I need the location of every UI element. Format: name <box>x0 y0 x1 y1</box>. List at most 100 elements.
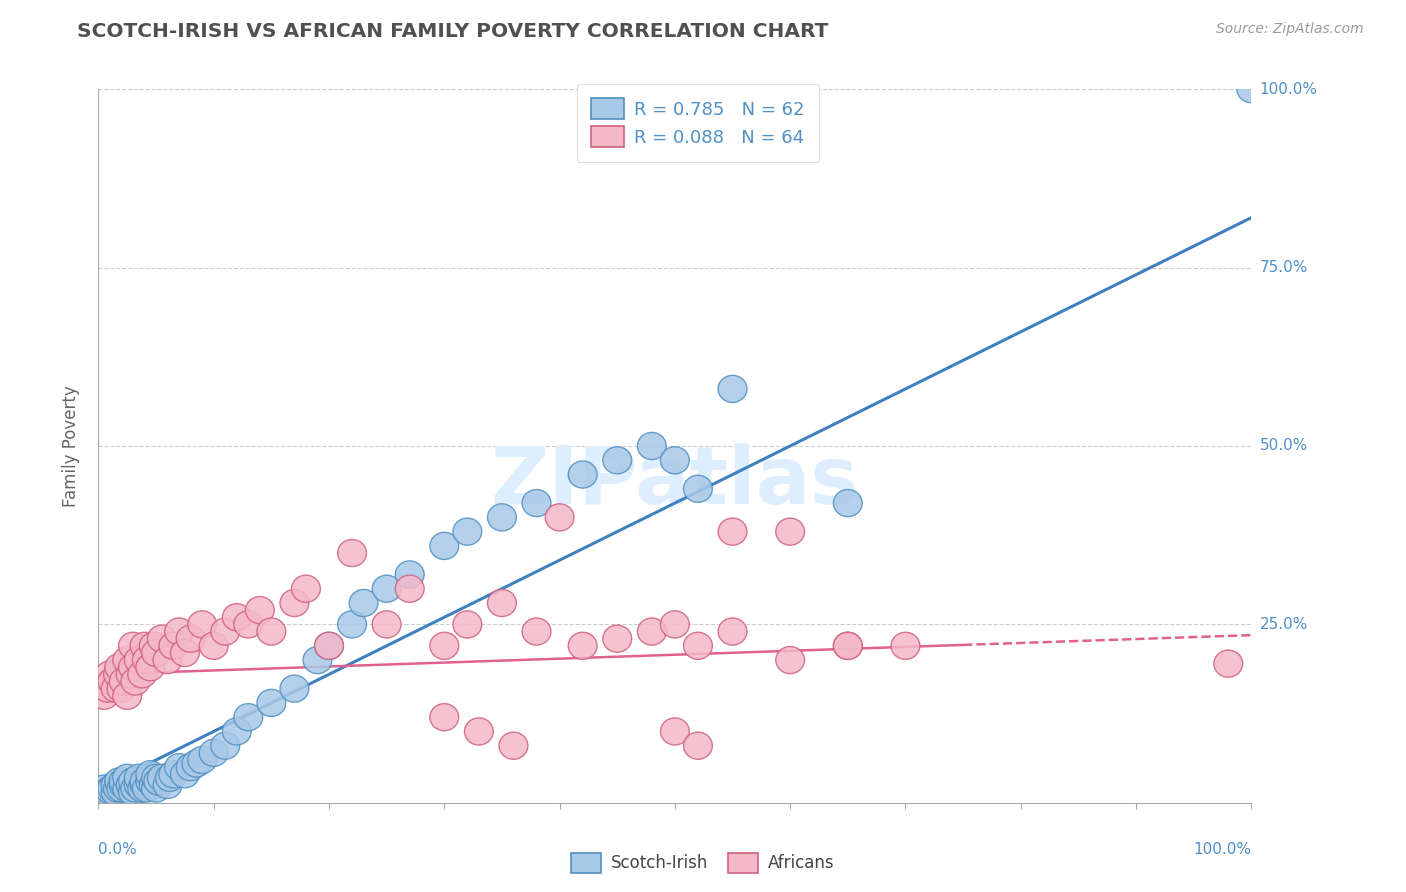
Ellipse shape <box>112 775 142 802</box>
Ellipse shape <box>233 704 263 731</box>
Ellipse shape <box>661 611 689 638</box>
Ellipse shape <box>683 732 713 759</box>
Ellipse shape <box>222 604 252 631</box>
Ellipse shape <box>121 668 149 695</box>
Ellipse shape <box>200 739 228 766</box>
Ellipse shape <box>661 447 689 474</box>
Text: 75.0%: 75.0% <box>1260 260 1308 275</box>
Ellipse shape <box>522 618 551 645</box>
Ellipse shape <box>337 611 367 638</box>
Ellipse shape <box>395 575 425 602</box>
Ellipse shape <box>101 675 131 702</box>
Ellipse shape <box>373 575 401 602</box>
Ellipse shape <box>176 754 205 780</box>
Ellipse shape <box>430 533 458 559</box>
Ellipse shape <box>546 504 574 531</box>
Ellipse shape <box>603 625 631 652</box>
Ellipse shape <box>373 611 401 638</box>
Ellipse shape <box>90 775 118 802</box>
Ellipse shape <box>304 647 332 673</box>
Ellipse shape <box>156 764 184 791</box>
Ellipse shape <box>131 632 159 659</box>
Ellipse shape <box>188 747 217 773</box>
Text: 25.0%: 25.0% <box>1260 617 1308 632</box>
Text: SCOTCH-IRISH VS AFRICAN FAMILY POVERTY CORRELATION CHART: SCOTCH-IRISH VS AFRICAN FAMILY POVERTY C… <box>77 22 828 41</box>
Ellipse shape <box>159 632 188 659</box>
Ellipse shape <box>93 675 122 702</box>
Ellipse shape <box>107 675 136 702</box>
Text: Source: ZipAtlas.com: Source: ZipAtlas.com <box>1216 22 1364 37</box>
Ellipse shape <box>93 779 122 805</box>
Ellipse shape <box>176 625 205 652</box>
Ellipse shape <box>112 647 142 673</box>
Ellipse shape <box>90 682 118 709</box>
Text: 100.0%: 100.0% <box>1260 82 1317 96</box>
Ellipse shape <box>257 690 285 716</box>
Ellipse shape <box>222 718 252 745</box>
Ellipse shape <box>181 750 211 777</box>
Ellipse shape <box>110 668 138 695</box>
Ellipse shape <box>395 561 425 588</box>
Text: ZIPatlas: ZIPatlas <box>491 442 859 521</box>
Ellipse shape <box>153 772 181 798</box>
Ellipse shape <box>110 772 138 798</box>
Ellipse shape <box>165 618 194 645</box>
Ellipse shape <box>233 611 263 638</box>
Ellipse shape <box>118 632 148 659</box>
Ellipse shape <box>280 590 309 616</box>
Ellipse shape <box>683 475 713 502</box>
Ellipse shape <box>891 632 920 659</box>
Ellipse shape <box>776 518 804 545</box>
Ellipse shape <box>349 590 378 616</box>
Ellipse shape <box>136 761 165 788</box>
Ellipse shape <box>118 779 148 805</box>
Ellipse shape <box>488 504 516 531</box>
Ellipse shape <box>499 732 527 759</box>
Ellipse shape <box>118 654 148 681</box>
Ellipse shape <box>136 768 165 795</box>
Ellipse shape <box>142 775 170 802</box>
Y-axis label: Family Poverty: Family Poverty <box>62 385 80 507</box>
Ellipse shape <box>153 647 181 673</box>
Ellipse shape <box>315 632 343 659</box>
Ellipse shape <box>96 776 124 804</box>
Ellipse shape <box>315 632 343 659</box>
Ellipse shape <box>124 772 153 798</box>
Ellipse shape <box>170 761 200 788</box>
Ellipse shape <box>453 611 482 638</box>
Ellipse shape <box>246 597 274 624</box>
Ellipse shape <box>488 590 516 616</box>
Ellipse shape <box>568 461 598 488</box>
Ellipse shape <box>112 764 142 791</box>
Legend: R = 0.785   N = 62, R = 0.088   N = 64: R = 0.785 N = 62, R = 0.088 N = 64 <box>576 84 820 161</box>
Ellipse shape <box>105 768 134 795</box>
Ellipse shape <box>104 661 132 688</box>
Ellipse shape <box>159 761 188 788</box>
Ellipse shape <box>128 661 156 688</box>
Ellipse shape <box>128 775 156 802</box>
Ellipse shape <box>637 618 666 645</box>
Ellipse shape <box>142 640 170 666</box>
Ellipse shape <box>718 518 747 545</box>
Ellipse shape <box>1237 76 1265 103</box>
Ellipse shape <box>568 632 598 659</box>
Ellipse shape <box>661 718 689 745</box>
Ellipse shape <box>101 779 131 805</box>
Ellipse shape <box>280 675 309 702</box>
Ellipse shape <box>132 647 162 673</box>
Ellipse shape <box>464 718 494 745</box>
Legend: Scotch-Irish, Africans: Scotch-Irish, Africans <box>564 847 842 880</box>
Ellipse shape <box>637 433 666 459</box>
Ellipse shape <box>112 682 142 709</box>
Ellipse shape <box>834 632 862 659</box>
Text: 50.0%: 50.0% <box>1260 439 1308 453</box>
Ellipse shape <box>453 518 482 545</box>
Ellipse shape <box>430 632 458 659</box>
Ellipse shape <box>430 704 458 731</box>
Ellipse shape <box>834 490 862 516</box>
Text: 100.0%: 100.0% <box>1194 842 1251 857</box>
Ellipse shape <box>148 625 176 652</box>
Ellipse shape <box>718 376 747 402</box>
Ellipse shape <box>136 654 165 681</box>
Ellipse shape <box>188 611 217 638</box>
